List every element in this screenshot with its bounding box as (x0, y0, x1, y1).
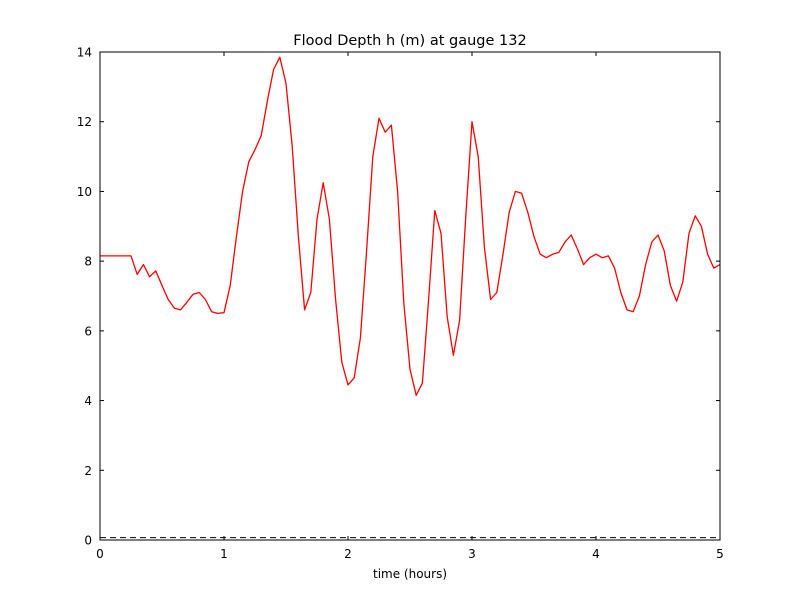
x-tick-label: 1 (220, 547, 228, 561)
x-tick-label: 4 (592, 547, 600, 561)
y-tick-label: 10 (77, 185, 92, 199)
y-tick-label: 6 (84, 324, 92, 338)
x-tick-label: 3 (468, 547, 476, 561)
y-tick-label: 8 (84, 255, 92, 269)
y-tick-label: 4 (84, 394, 92, 408)
y-tick-label: 0 (84, 534, 92, 548)
x-tick-label: 5 (716, 547, 724, 561)
y-tick-label: 12 (77, 115, 92, 129)
axes-frame (99, 51, 721, 541)
x-tick-label: 0 (96, 547, 104, 561)
chart-title: Flood Depth h (m) at gauge 132 (293, 33, 526, 49)
y-tick-label: 14 (77, 46, 92, 60)
x-axis-label: time (hours) (373, 567, 447, 581)
series-flood-depth (100, 56, 721, 396)
y-tick-label: 2 (84, 464, 92, 478)
x-tick-label: 2 (344, 547, 352, 561)
